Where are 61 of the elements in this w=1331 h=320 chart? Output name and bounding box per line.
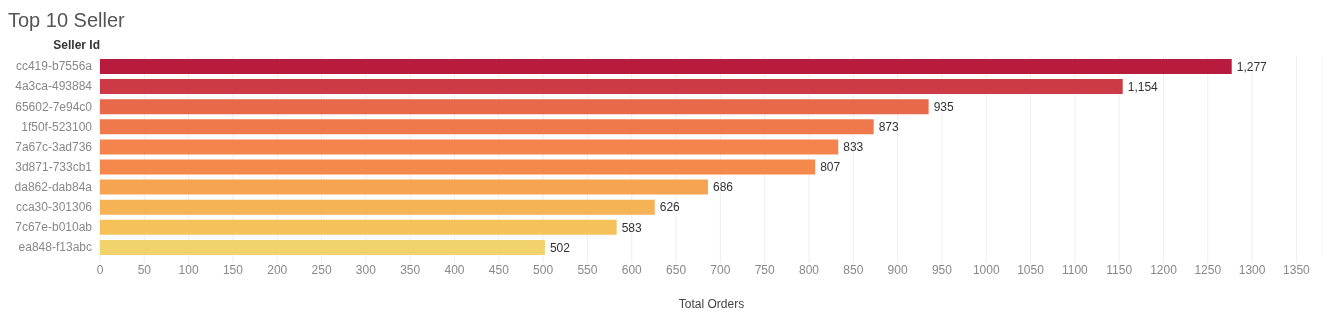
- x-tick-label: 100: [178, 262, 199, 277]
- y-tick-label: ea848-f13abc: [18, 240, 92, 255]
- data-label: 626: [659, 200, 681, 215]
- y-tick-label: 1f50f-523100: [21, 119, 93, 134]
- bar: [100, 179, 708, 195]
- x-tick-label: 1050: [1017, 262, 1045, 277]
- chart-title: Top 10 Seller: [8, 8, 126, 33]
- x-tick-label: 300: [355, 262, 377, 277]
- x-tick-label: 1200: [1150, 262, 1178, 277]
- data-label: 1,154: [1127, 79, 1159, 94]
- x-tick-label: 550: [577, 262, 598, 277]
- x-axis-title: Total Orders: [678, 297, 745, 311]
- x-tick-label: 1250: [1194, 262, 1222, 277]
- x-tick-label: 1100: [1061, 262, 1089, 277]
- x-tick-label: 900: [887, 262, 908, 277]
- y-tick-label: cca30-301306: [15, 200, 93, 215]
- x-tick-label: 850: [843, 262, 864, 277]
- bar: [100, 139, 839, 155]
- bar: [100, 199, 655, 215]
- y-axis-title: Seller Id: [52, 38, 100, 54]
- data-label: 1,277: [1236, 59, 1268, 74]
- x-tick-label: 800: [798, 262, 820, 277]
- x-tick-label: 1150: [1106, 262, 1133, 277]
- data-label: 873: [878, 120, 900, 135]
- x-tick-label: 950: [931, 262, 953, 277]
- x-tick-label: 150: [222, 262, 244, 277]
- data-label: 935: [933, 99, 954, 114]
- x-tick-label: 600: [621, 262, 643, 277]
- data-label: 807: [820, 160, 841, 175]
- y-tick-label: 7a67c-3ad736: [15, 139, 93, 154]
- x-tick-label: 450: [488, 262, 510, 277]
- x-tick-label: 0: [96, 262, 104, 277]
- y-tick-label: cc419-b7556a: [15, 59, 93, 74]
- data-label: 686: [712, 180, 734, 195]
- y-tick-label: 65602-7e94c0: [15, 99, 93, 114]
- x-tick-label: 1350: [1283, 262, 1311, 277]
- bar: [100, 99, 929, 115]
- x-tick-label: 400: [444, 262, 465, 277]
- y-tick-label: da862-dab84a: [14, 179, 93, 194]
- x-tick-label: 1300: [1238, 262, 1266, 277]
- x-tick-label: 750: [754, 262, 776, 277]
- data-label: 502: [549, 240, 571, 255]
- bar: [100, 59, 1232, 74]
- data-label: 583: [621, 220, 643, 235]
- x-tick-label: 350: [400, 262, 421, 277]
- data-label: 833: [843, 140, 864, 155]
- x-tick-label: 50: [137, 262, 152, 277]
- bar: [100, 159, 816, 175]
- bar: [100, 239, 545, 255]
- y-tick-label: 4a3ca-493884: [15, 79, 93, 94]
- x-tick-label: 250: [311, 262, 332, 277]
- x-tick-label: 1000: [972, 262, 1000, 277]
- bar: [100, 219, 617, 235]
- bar: [100, 119, 874, 135]
- x-tick-label: 700: [710, 262, 731, 277]
- x-tick-label: 200: [267, 262, 288, 277]
- y-tick-label: 7c67e-b010ab: [15, 220, 93, 235]
- bar: [100, 79, 1123, 95]
- x-tick-label: 650: [666, 262, 687, 277]
- x-tick-label: 500: [533, 262, 554, 277]
- y-tick-label: 3d871-733cb1: [15, 159, 93, 174]
